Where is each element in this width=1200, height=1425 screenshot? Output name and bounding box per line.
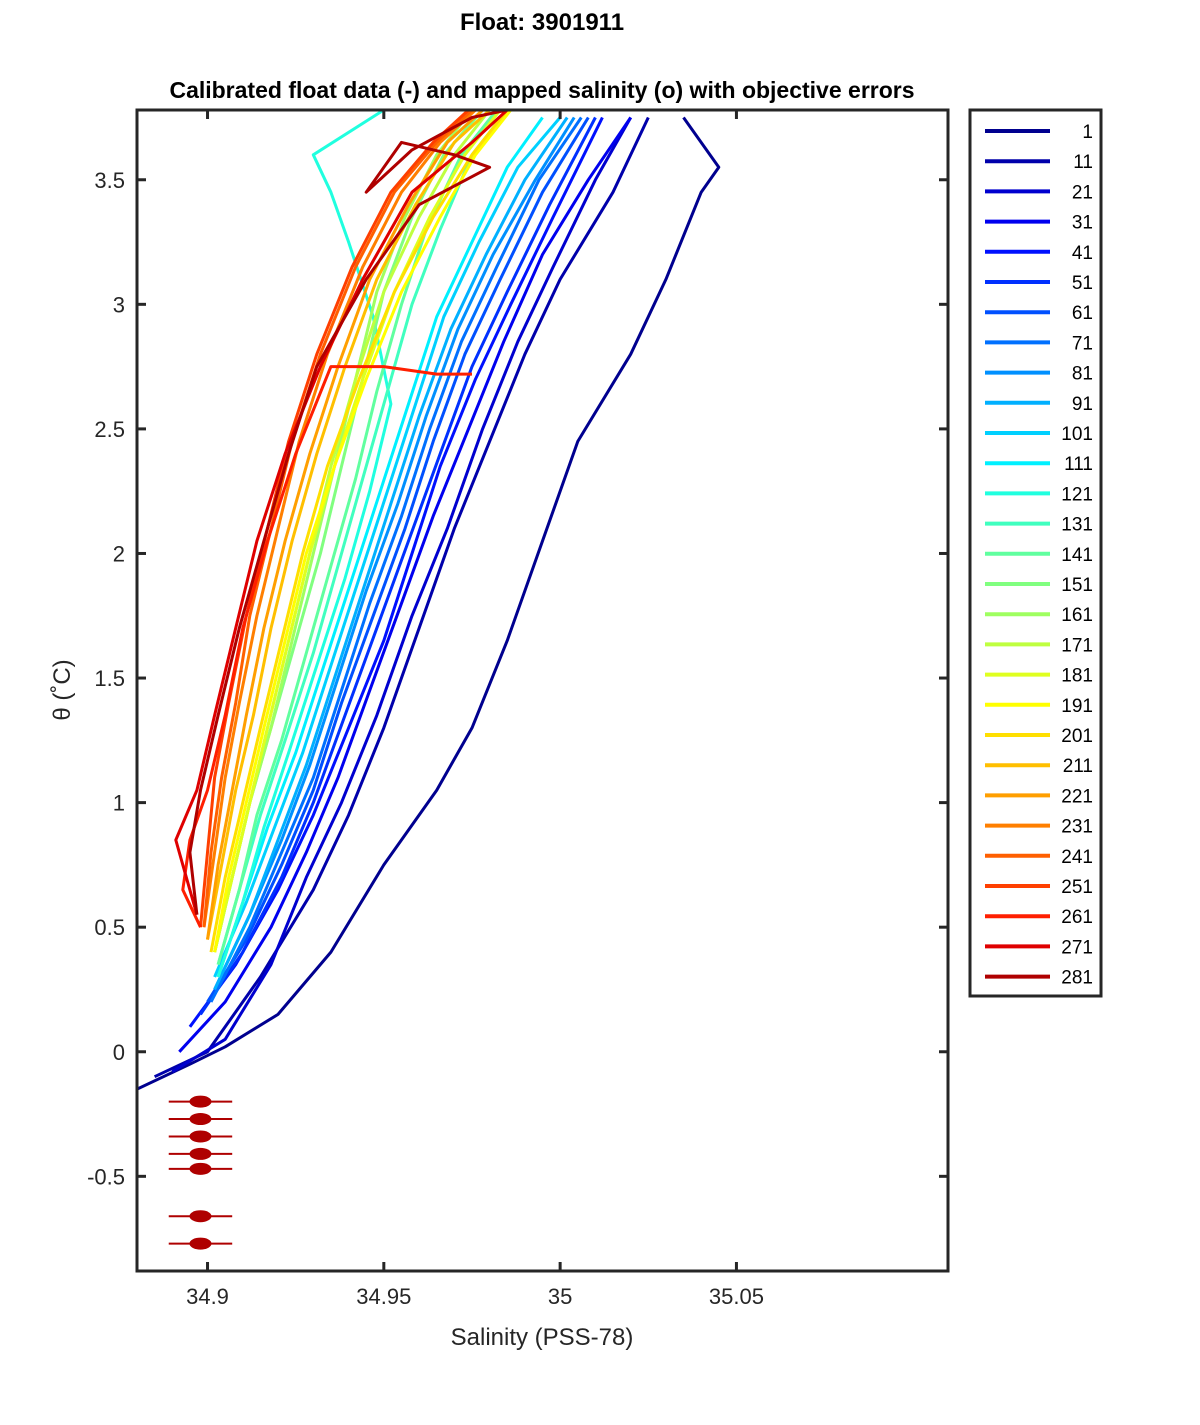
legend-label-271: 271 (1061, 937, 1093, 958)
legend-label-111: 111 (1064, 454, 1093, 475)
series-line-1 (137, 116, 721, 1091)
legend-label-91: 91 (1072, 394, 1093, 415)
legend-label-11: 11 (1073, 152, 1093, 173)
legend-label-121: 121 (1061, 484, 1093, 505)
mapped-salinity-marker (189, 1162, 212, 1175)
series-line-91 (213, 116, 569, 991)
x-tick-label: 34.9 (186, 1284, 229, 1309)
series-line-261 (181, 365, 472, 928)
series-line-191 (213, 110, 512, 953)
series-line-271 (174, 110, 509, 916)
series-line-221 (206, 110, 484, 940)
legend: 1112131415161718191101111121131141151161… (968, 108, 1103, 998)
series-line-211 (206, 110, 491, 940)
legend-label-81: 81 (1072, 364, 1093, 385)
series-line-21 (171, 116, 633, 1073)
mapped-salinity-marker (189, 1113, 212, 1126)
axis-ticks: 34.9 34.95 35 35.05 -0.5 0 0.5 1 1.5 2 2.5 3 3.5 (87, 110, 948, 1309)
mapped-salinity-layer (168, 1095, 233, 1250)
legend-label-161: 161 (1061, 605, 1093, 626)
series-line-281 (188, 110, 508, 915)
chart-subtitle: Calibrated float data (-) and mapped sal… (169, 77, 914, 103)
legend-label-151: 151 (1061, 575, 1093, 596)
legend-label-101: 101 (1061, 424, 1093, 445)
y-tick-label: 1.5 (94, 666, 125, 691)
series-line-241 (202, 110, 474, 928)
series-line-181 (213, 110, 502, 953)
series-line-51 (199, 116, 597, 1016)
series-line-81 (213, 116, 576, 991)
mapped-salinity-marker (189, 1130, 212, 1143)
legend-label-221: 221 (1061, 786, 1093, 807)
x-tick-label: 35.05 (709, 1284, 764, 1309)
y-tick-label: 0 (113, 1040, 125, 1065)
series-layer (137, 110, 721, 1091)
series-line-121 (216, 110, 393, 978)
legend-label-141: 141 (1061, 545, 1093, 566)
legend-label-131: 131 (1061, 515, 1093, 536)
legend-label-1: 1 (1082, 122, 1093, 143)
mapped-salinity-marker (189, 1147, 212, 1160)
x-axis-label: Salinity (PSS-78) (451, 1324, 634, 1351)
series-line-41 (188, 116, 604, 1028)
legend-label-241: 241 (1061, 847, 1093, 868)
series-line-111 (216, 116, 544, 978)
legend-label-181: 181 (1061, 666, 1093, 687)
mapped-salinity-marker (189, 1210, 212, 1223)
legend-label-211: 211 (1063, 756, 1093, 777)
series-line-201 (209, 110, 509, 953)
mapped-salinity-marker (189, 1237, 212, 1250)
series-line-131 (216, 110, 509, 966)
plot-frame (135, 108, 950, 1273)
legend-label-71: 71 (1072, 333, 1093, 354)
x-tick-label: 34.95 (356, 1284, 411, 1309)
y-tick-label: 2 (113, 541, 125, 566)
legend-label-21: 21 (1072, 182, 1093, 203)
series-line-31 (178, 116, 632, 1053)
y-tick-label: -0.5 (87, 1164, 125, 1189)
y-axis-label: θ (˚C) (49, 659, 76, 720)
series-line-61 (206, 116, 590, 1003)
legend-label-51: 51 (1072, 273, 1093, 294)
legend-label-61: 61 (1072, 303, 1093, 324)
series-line-101 (213, 116, 562, 978)
y-tick-label: 3 (113, 292, 125, 317)
y-tick-label: 2.5 (94, 417, 125, 442)
y-tick-label: 3.5 (94, 168, 125, 193)
x-tick-label: 35 (548, 1284, 572, 1309)
legend-label-191: 191 (1061, 696, 1093, 717)
legend-label-41: 41 (1072, 243, 1093, 264)
legend-label-171: 171 (1061, 635, 1093, 656)
series-line-231 (202, 110, 477, 928)
series-line-71 (209, 116, 583, 1003)
legend-label-231: 231 (1061, 817, 1093, 838)
legend-label-251: 251 (1061, 877, 1093, 898)
legend-label-201: 201 (1061, 726, 1093, 747)
series-line-251 (199, 110, 470, 928)
legend-label-281: 281 (1061, 968, 1093, 989)
mapped-salinity-marker (189, 1095, 212, 1108)
chart-title: Float: 3901911 (460, 9, 624, 36)
legend-label-31: 31 (1072, 213, 1093, 234)
series-line-11 (153, 116, 650, 1079)
legend-items: 1112131415161718191101111121131141151161… (985, 122, 1093, 989)
y-tick-label: 0.5 (94, 915, 125, 940)
legend-label-261: 261 (1061, 907, 1093, 928)
y-tick-label: 1 (113, 791, 125, 816)
